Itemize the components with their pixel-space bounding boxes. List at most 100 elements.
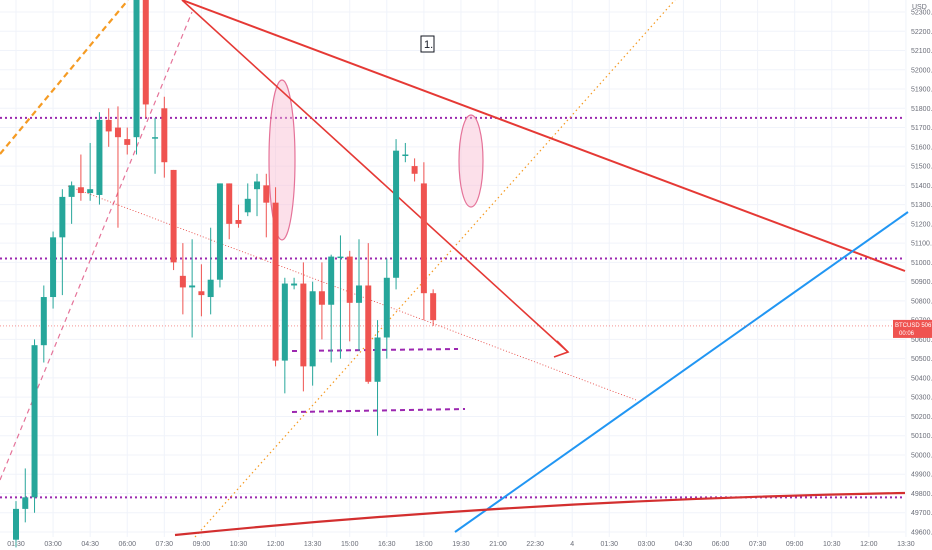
candle-body — [281, 283, 288, 361]
time-tick-label: 06:00 — [712, 541, 730, 548]
time-tick-label: 10:30 — [230, 541, 248, 548]
price-tick-label: 51700.00 — [911, 125, 932, 132]
price-tick-label: 52100.00 — [911, 48, 932, 55]
candle-body — [402, 154, 409, 157]
price-tick-label: 49600.00 — [911, 530, 932, 537]
candle-body — [420, 183, 427, 294]
candle-body — [96, 119, 103, 195]
candle-body — [411, 166, 418, 174]
price-tick-label: 49900.00 — [911, 472, 932, 479]
candle-body — [189, 285, 196, 288]
price-tick-label: 52000.00 — [911, 67, 932, 74]
price-tick-label: 50400.00 — [911, 375, 932, 382]
candle-body — [328, 256, 335, 305]
red-curve-line — [174, 491, 906, 537]
candle-body — [59, 196, 66, 238]
price-axis[interactable]: 52300.00 52200.00 52100.00 52000.00 51900.00… — [911, 10, 932, 537]
time-tick-label: 22:30 — [526, 541, 544, 548]
time-tick-label: 4 — [570, 541, 574, 548]
descending-arrow-line — [181, 0, 569, 353]
candle-body — [235, 220, 242, 224]
price-tick-label: 51300.00 — [911, 202, 932, 209]
candle-body — [216, 183, 223, 280]
candle-body — [318, 291, 325, 305]
candle-body — [383, 277, 390, 338]
candle-body — [170, 169, 177, 263]
descending-trendline — [181, 0, 906, 272]
candle-body — [254, 181, 261, 190]
grid — [0, 0, 907, 537]
last-price-countdown: 00:06 — [899, 331, 915, 337]
candle-body — [263, 185, 270, 203]
price-tick-label: 50500.00 — [911, 356, 932, 363]
candle-body — [179, 275, 186, 288]
time-tick-label: 18:00 — [415, 541, 433, 548]
time-axis[interactable]: 01:30 03:00 04:30 06:00 07:30 09:00 10:30 12:00… — [7, 541, 915, 548]
time-tick-label: 03:00 — [44, 541, 62, 548]
price-tick-label: 49700.00 — [911, 510, 932, 517]
price-tick-label: 52300.00 — [911, 10, 932, 17]
time-tick-label: 06:00 — [118, 541, 136, 548]
price-tick-label: 51100.00 — [911, 241, 932, 248]
candle-body — [198, 291, 205, 296]
price-tick-label: 49800.00 — [911, 491, 932, 498]
pink-dashed-line — [0, 11, 193, 481]
candle-body — [244, 198, 251, 213]
time-tick-label: 07:30 — [156, 541, 174, 548]
last-price-tag: BTCUSD 50670.69 00:06 — [893, 319, 932, 338]
candle-body — [365, 285, 372, 382]
time-tick-label: 09:00 — [786, 541, 804, 548]
price-tick-label: 50800.00 — [911, 298, 932, 305]
price-tick-label: 51600.00 — [911, 144, 932, 151]
candle-body — [105, 119, 112, 132]
time-tick-label: 07:30 — [749, 541, 767, 548]
candle-body — [142, 0, 149, 105]
time-tick-label: 01:30 — [601, 541, 619, 548]
candle-body — [207, 279, 214, 298]
candle-body — [68, 185, 75, 197]
candle-body — [393, 150, 400, 278]
price-tick-label: 51900.00 — [911, 87, 932, 94]
time-tick-label: 04:30 — [81, 541, 99, 548]
candle-body — [87, 189, 94, 194]
annotation-box[interactable]: 1. — [420, 35, 435, 53]
candle-body — [300, 283, 307, 367]
currency-label: USD — [912, 4, 927, 11]
candle-body — [430, 293, 437, 321]
orange-trend-line — [0, 0, 129, 155]
candle-body — [152, 137, 159, 139]
time-tick-label: 13:30 — [304, 541, 322, 548]
candle-body — [133, 0, 140, 138]
time-tick-label: 09:00 — [193, 541, 211, 548]
price-tick-label: 50100.00 — [911, 433, 932, 440]
time-tick-label: 15:00 — [341, 541, 359, 548]
candle-body — [114, 127, 121, 138]
price-tick-label: 51800.00 — [911, 106, 932, 113]
price-tick-label: 51500.00 — [911, 164, 932, 171]
candle-body — [31, 345, 38, 498]
time-tick-label: 19:30 — [452, 541, 470, 548]
time-tick-label: 21:00 — [489, 541, 507, 548]
candle-body — [40, 297, 47, 346]
candle-body — [50, 237, 57, 298]
price-tick-label: 50300.00 — [911, 395, 932, 402]
candle-body — [291, 283, 298, 286]
candle-body — [346, 256, 353, 303]
candle-body — [272, 202, 279, 361]
price-tick-label: 51400.00 — [911, 183, 932, 190]
time-tick-label: 04:30 — [675, 541, 693, 548]
last-price-label: BTCUSD 50670.69 — [895, 323, 932, 329]
blue-trend-line — [454, 211, 909, 533]
candle-body — [309, 291, 316, 367]
time-tick-label: 12:00 — [267, 541, 285, 548]
price-tick-label: 51200.00 — [911, 221, 932, 228]
candle-body — [22, 497, 29, 509]
candle-body — [226, 183, 233, 224]
time-tick-label: 03:00 — [638, 541, 656, 548]
candle-body — [355, 285, 362, 303]
time-tick-label: 13:30 — [897, 541, 915, 548]
price-tick-label: 51000.00 — [911, 260, 932, 267]
candle-body — [374, 337, 381, 382]
time-tick-label: 12:00 — [860, 541, 878, 548]
